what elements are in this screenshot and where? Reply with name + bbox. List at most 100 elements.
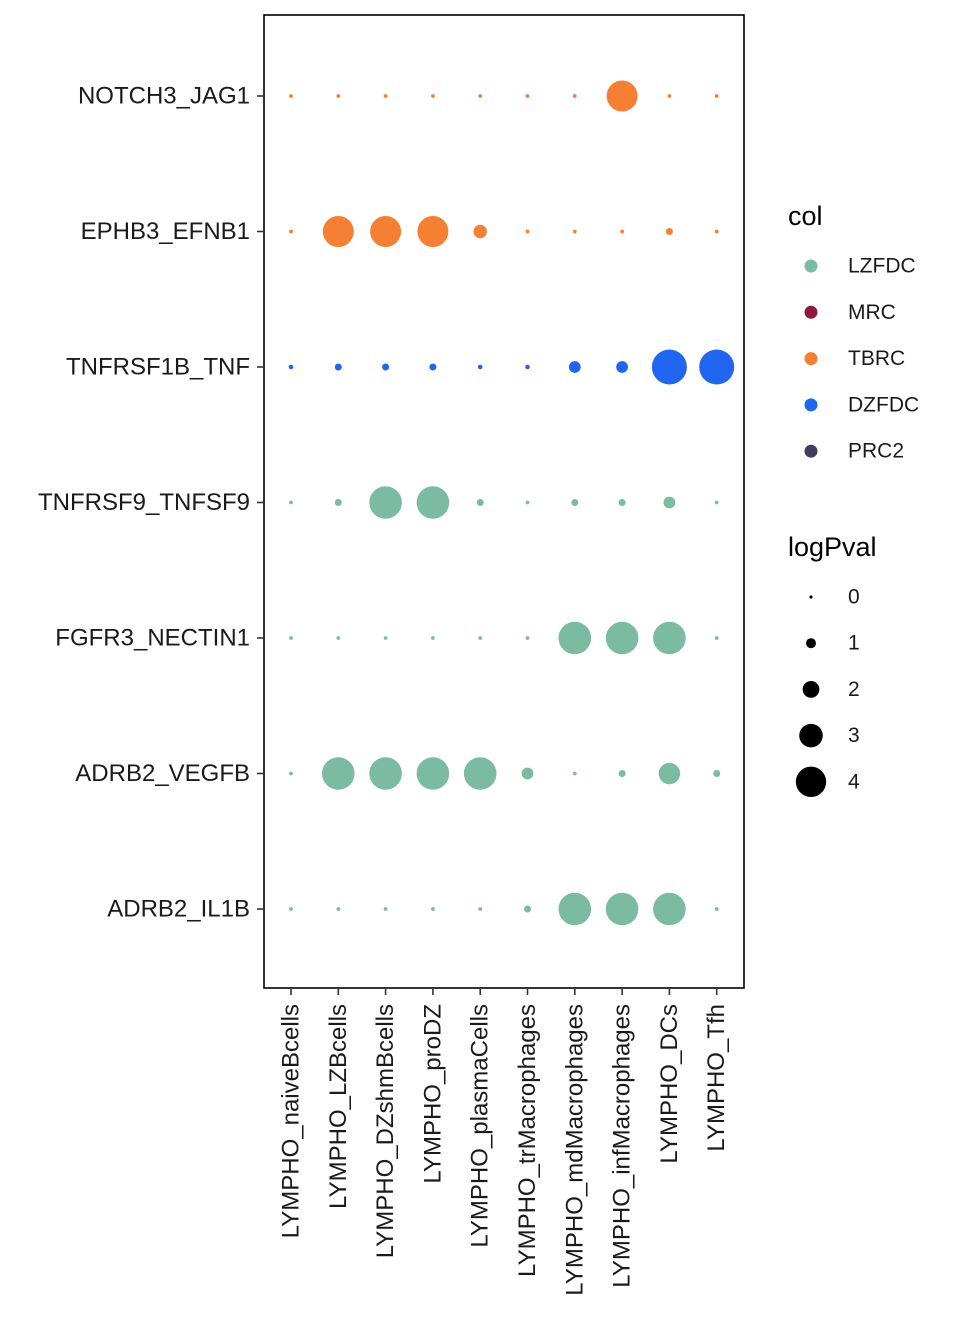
- data-point: [431, 94, 435, 98]
- data-point: [370, 216, 402, 247]
- data-point: [289, 94, 293, 98]
- legend-size-label: 2: [848, 678, 860, 701]
- data-point: [571, 499, 579, 506]
- data-point: [714, 229, 719, 234]
- data-point: [568, 361, 581, 373]
- data-point: [605, 621, 639, 655]
- data-point: [699, 349, 735, 385]
- legend-size-key: [799, 723, 823, 748]
- data-point: [431, 636, 435, 640]
- data-point: [525, 636, 530, 640]
- legend-size: logPval 0 1 2 3 4: [788, 532, 877, 797]
- data-point: [473, 224, 487, 239]
- data-point: [618, 499, 626, 506]
- data-point: [663, 496, 676, 509]
- x-tick-label: LYMPHO_LZBcells: [325, 1004, 352, 1209]
- data-point: [558, 892, 592, 926]
- legend-size-key: [802, 681, 820, 698]
- legend-color-title: col: [788, 201, 823, 231]
- data-point: [336, 94, 341, 98]
- data-point: [429, 363, 437, 371]
- data-point: [653, 892, 686, 926]
- legend-color-key: [804, 259, 818, 273]
- y-tick-label: EPHB3_EFNB1: [81, 218, 250, 245]
- y-tick-label: ADRB2_IL1B: [107, 896, 250, 923]
- data-point: [714, 636, 719, 640]
- data-point: [383, 636, 388, 640]
- data-point: [369, 486, 402, 519]
- data-point: [478, 94, 483, 98]
- legend-color-key: [804, 444, 818, 458]
- legend-size-label: 0: [848, 586, 860, 609]
- data-point: [558, 621, 592, 655]
- data-point: [416, 486, 450, 519]
- data-point: [334, 499, 342, 506]
- data-point: [369, 757, 402, 790]
- x-axis: LYMPHO_naiveBcells LYMPHO_LZBcells LYMPHO_…: [278, 988, 730, 1296]
- y-tick-label: TNFRSF9_TNFSF9: [38, 489, 250, 516]
- data-points: [288, 80, 735, 926]
- x-tick-label: LYMPHO_proDZ: [419, 1004, 446, 1184]
- legend-size-title: logPval: [788, 532, 877, 562]
- data-point: [524, 905, 531, 913]
- data-point: [289, 229, 293, 234]
- data-point: [476, 499, 484, 506]
- data-point: [322, 757, 355, 790]
- legend-size-key: [795, 766, 827, 797]
- data-point: [605, 892, 639, 926]
- data-point: [525, 229, 530, 234]
- legend-color-key: [804, 305, 818, 319]
- data-point: [616, 361, 628, 373]
- data-point: [289, 771, 293, 776]
- data-point: [658, 762, 681, 785]
- legend-size-label: 3: [848, 724, 860, 747]
- data-point: [382, 363, 390, 371]
- data-point: [431, 907, 435, 911]
- data-point: [714, 907, 719, 911]
- data-point: [525, 364, 530, 370]
- data-point: [572, 229, 577, 234]
- data-point: [289, 907, 293, 911]
- data-point: [665, 228, 673, 235]
- data-point: [713, 770, 721, 777]
- data-point: [478, 636, 483, 640]
- data-point: [667, 94, 672, 98]
- data-point: [417, 216, 449, 247]
- data-point: [478, 907, 483, 911]
- data-point: [653, 621, 686, 655]
- data-point: [288, 364, 294, 370]
- data-point: [289, 500, 293, 505]
- data-point: [477, 364, 483, 370]
- data-point: [383, 907, 388, 911]
- legend-color-label: LZFDC: [848, 255, 916, 278]
- legend-size-key: [806, 638, 816, 649]
- x-tick-label: LYMPHO_naiveBcells: [278, 1004, 305, 1238]
- data-point: [336, 907, 341, 911]
- y-tick-label: FGFR3_NECTIN1: [55, 625, 250, 652]
- x-tick-label: LYMPHO_plasmaCells: [467, 1004, 494, 1248]
- y-tick-label: ADRB2_VEGFB: [75, 760, 250, 787]
- legend-color-label: MRC: [848, 301, 896, 324]
- data-point: [525, 500, 530, 505]
- data-point: [714, 94, 719, 98]
- x-tick-label: LYMPHO_DZshmBcells: [372, 1004, 399, 1258]
- x-tick-label: LYMPHO_DCs: [656, 1004, 683, 1164]
- x-tick-label: LYMPHO_infMacrophages: [609, 1004, 636, 1288]
- data-point: [383, 94, 388, 98]
- data-point: [572, 94, 577, 98]
- legend-color-label: TBRC: [848, 347, 905, 370]
- x-tick-label: LYMPHO_mdMacrophages: [561, 1004, 588, 1296]
- y-tick-label: NOTCH3_JAG1: [78, 83, 250, 110]
- data-point: [463, 757, 497, 790]
- data-point: [334, 363, 342, 371]
- data-point: [525, 94, 530, 98]
- data-point: [416, 757, 450, 790]
- legend-size-key: [809, 595, 813, 599]
- legend-color-label: DZFDC: [848, 393, 919, 416]
- data-point: [289, 636, 293, 640]
- x-tick-label: LYMPHO_trMacrophages: [514, 1004, 541, 1277]
- data-point: [618, 770, 626, 777]
- data-point: [714, 500, 719, 505]
- data-point: [620, 229, 624, 234]
- data-point: [336, 636, 341, 640]
